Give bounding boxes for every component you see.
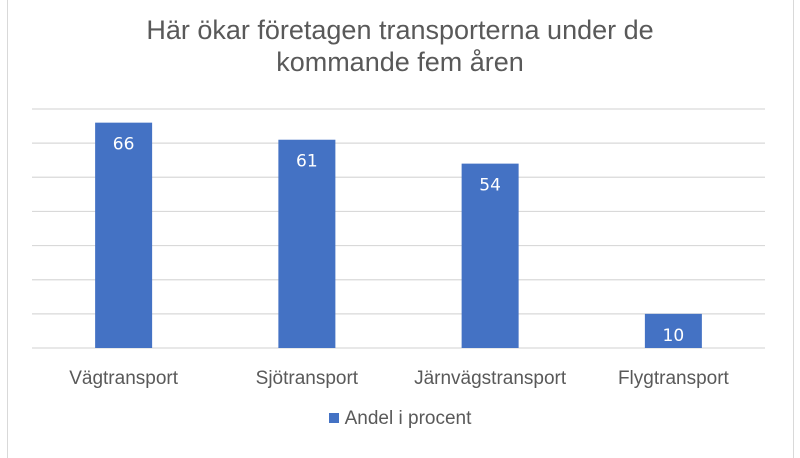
legend-label: Andel i procent bbox=[344, 408, 472, 429]
chart-title-line-1: Här ökar företagen transporterna under d… bbox=[146, 15, 654, 45]
chart-frame bbox=[7, 0, 794, 458]
data-label: 54 bbox=[479, 176, 501, 196]
data-label: 10 bbox=[663, 326, 685, 346]
x-tick-label: Flygtransport bbox=[618, 368, 730, 389]
bar bbox=[95, 122, 153, 349]
data-label: 66 bbox=[113, 135, 135, 155]
legend-swatch bbox=[328, 413, 339, 423]
bar bbox=[461, 163, 519, 348]
data-label: 61 bbox=[296, 152, 318, 172]
chart-title-line-2: kommande fem åren bbox=[276, 47, 524, 77]
x-tick-label: Sjötransport bbox=[256, 368, 359, 389]
x-tick-label: Vägtransport bbox=[69, 368, 179, 389]
chart-title: Här ökar företagen transporterna under d… bbox=[0, 14, 800, 78]
legend: Andel i procent bbox=[0, 408, 800, 430]
x-tick-label: Järnvägstransport bbox=[414, 368, 567, 389]
bar bbox=[644, 313, 702, 348]
bar bbox=[278, 139, 336, 348]
